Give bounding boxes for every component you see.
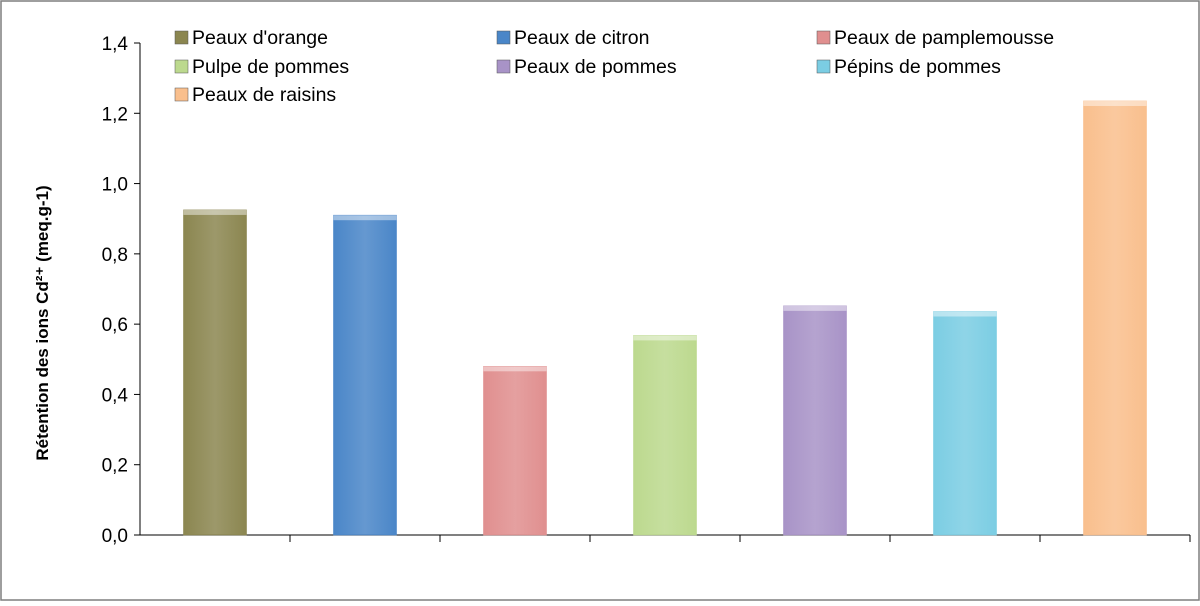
bar-highlight — [483, 366, 547, 372]
legend-label: Peaux de raisins — [192, 84, 336, 106]
legend-swatch — [174, 87, 189, 102]
y-tick-label: 1,0 — [102, 175, 128, 196]
legend-swatch — [174, 59, 189, 74]
bar-highlight — [783, 305, 847, 311]
legend-swatch — [496, 59, 511, 74]
legend: Peaux d'orange Peaux de citron Peaux de pa… — [174, 27, 1054, 106]
bar — [483, 366, 547, 536]
y-axis-label: Rétention des ions Cd²⁺ (meq.g-1) — [33, 185, 52, 460]
legend-label: Peaux de pommes — [514, 56, 677, 78]
bar-highlight — [183, 209, 247, 215]
bar — [633, 335, 697, 536]
y-tick-label: 1,4 — [102, 34, 129, 55]
legend-label: Peaux de pamplemousse — [834, 27, 1054, 49]
legend-swatch — [496, 30, 511, 45]
bar — [333, 214, 397, 536]
legend-label: Peaux d'orange — [192, 27, 328, 49]
y-tick-label: 0,6 — [102, 315, 128, 336]
bar-highlight — [333, 215, 397, 221]
y-tick-label: 0,4 — [102, 385, 129, 406]
bar — [1083, 100, 1147, 536]
legend-swatch — [816, 59, 831, 74]
bar-highlight — [633, 335, 697, 341]
bar — [783, 305, 847, 536]
bar — [933, 311, 997, 536]
legend-swatch — [816, 30, 831, 45]
legend-swatch — [174, 30, 189, 45]
y-tick-label: 0,8 — [102, 245, 128, 266]
y-tick-label: 1,2 — [102, 104, 128, 125]
legend-label: Pulpe de pommes — [192, 56, 349, 78]
bar — [183, 209, 247, 536]
y-tick-label: 0,2 — [102, 456, 128, 477]
y-tick-label: 0,0 — [102, 526, 128, 547]
legend-label: Pépins de pommes — [834, 56, 1001, 78]
bars — [183, 100, 1147, 536]
bar-highlight — [1083, 100, 1147, 106]
axes: 0,0 0,2 0,4 0,6 0,8 1,0 1,2 1,4 — [102, 34, 1191, 547]
bar-highlight — [933, 311, 997, 317]
legend-label: Peaux de citron — [514, 27, 650, 49]
